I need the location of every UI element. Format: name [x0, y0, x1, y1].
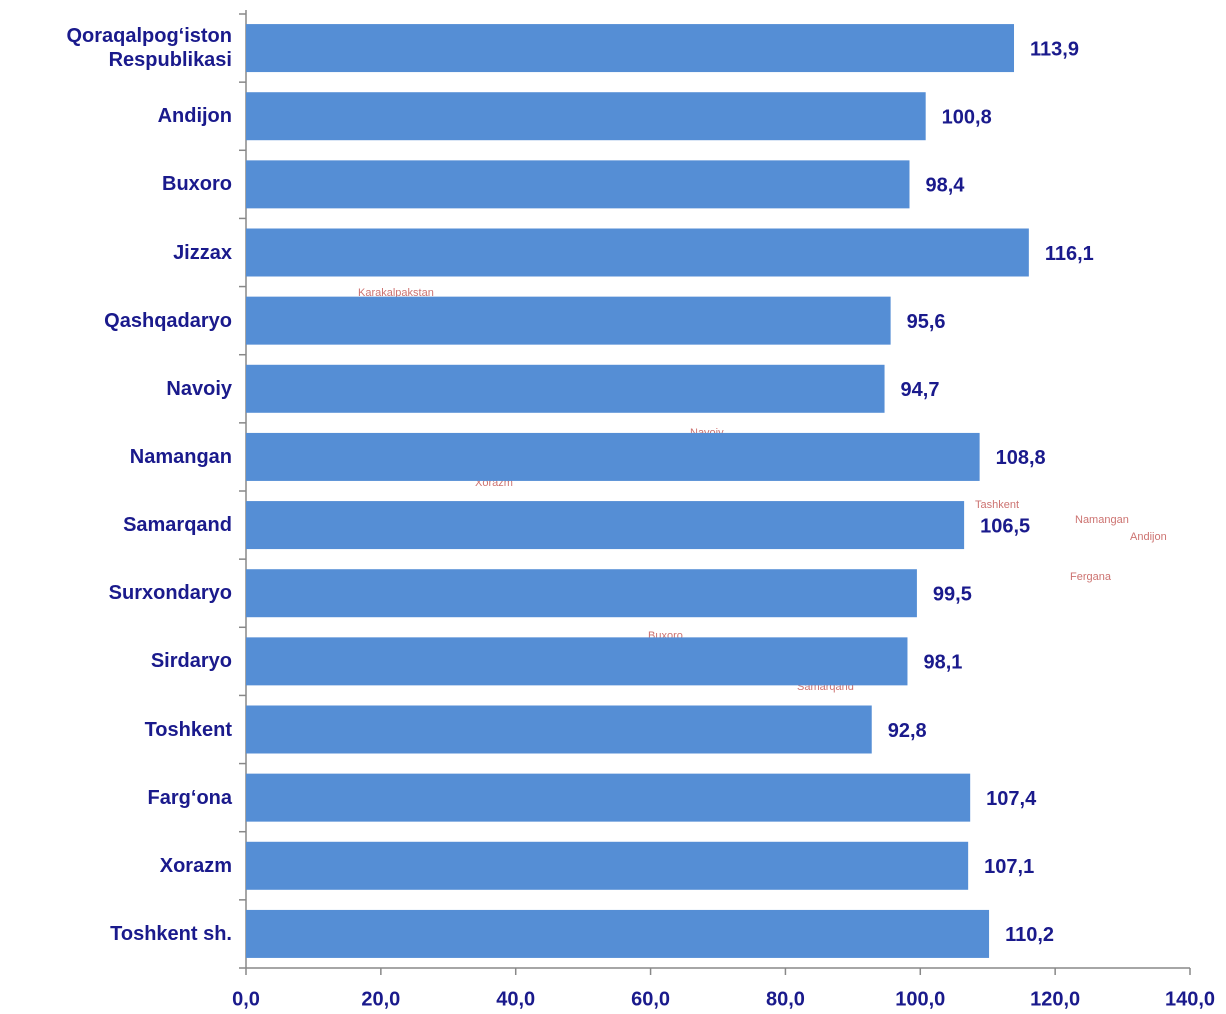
- x-tick-label: 60,0: [631, 988, 670, 1010]
- bar: [246, 909, 990, 958]
- value-label: 92,8: [888, 720, 927, 742]
- y-tick-label: Surxondaryo: [108, 582, 232, 605]
- value-label: 107,1: [984, 856, 1034, 878]
- x-tick-label: 100,0: [895, 988, 945, 1010]
- bar: [246, 705, 872, 754]
- bar: [246, 160, 910, 209]
- y-tick-label: Samarqand: [123, 514, 232, 537]
- value-label: 113,9: [1030, 38, 1079, 60]
- bar: [246, 501, 965, 550]
- y-tick-label: Xorazm: [159, 854, 232, 877]
- bar: [246, 569, 917, 618]
- bar: [246, 228, 1029, 277]
- map-label: Karakalpakstan: [358, 287, 434, 299]
- value-label: 94,7: [901, 379, 940, 401]
- value-label: 98,4: [925, 175, 965, 197]
- y-tick-label: Navoiy: [166, 377, 232, 400]
- y-tick-label: Qashqadaryo: [104, 309, 232, 332]
- y-tick-label: Toshkent sh.: [110, 922, 232, 945]
- x-tick-label: 120,0: [1030, 988, 1080, 1010]
- bar: [246, 841, 969, 890]
- bar: [246, 24, 1015, 73]
- value-label: 99,5: [933, 583, 972, 605]
- bar: [246, 92, 926, 141]
- y-tick-label: Toshkent: [144, 718, 232, 741]
- y-tick-label: Andijon: [157, 105, 232, 128]
- value-label: 108,8: [996, 447, 1046, 469]
- bar: [246, 364, 885, 413]
- value-label: 106,5: [980, 515, 1030, 537]
- y-tick-label: Farg‘ona: [147, 786, 232, 809]
- value-label: 107,4: [986, 788, 1037, 810]
- map-label: Namangan: [1075, 514, 1129, 526]
- y-tick-label: Sirdaryo: [150, 650, 232, 673]
- x-tick-label: 20,0: [361, 988, 400, 1010]
- map-label: Andijon: [1130, 531, 1167, 543]
- y-tick-label: Qoraqalpog‘iston Respublikasi: [66, 25, 232, 72]
- bar: [246, 432, 980, 481]
- map-label: Tashkent: [975, 499, 1019, 511]
- x-tick-label: 40,0: [496, 988, 535, 1010]
- value-label: 100,8: [942, 106, 992, 128]
- value-label: 95,6: [907, 311, 946, 333]
- y-tick-label: Buxoro: [162, 173, 232, 196]
- bar: [246, 296, 891, 345]
- x-tick-label: 140,0: [1165, 988, 1215, 1010]
- y-tick-label: Namangan: [129, 445, 232, 468]
- value-label: 98,1: [923, 652, 962, 674]
- x-tick-label: 0,0: [232, 988, 260, 1010]
- y-tick-label: Jizzax: [173, 241, 232, 264]
- bar: [246, 773, 971, 822]
- value-label: 116,1: [1045, 243, 1094, 265]
- bar: [246, 637, 908, 686]
- x-tick-label: 80,0: [766, 988, 805, 1010]
- value-label: 110,2: [1005, 924, 1054, 946]
- map-label: Fergana: [1070, 571, 1112, 583]
